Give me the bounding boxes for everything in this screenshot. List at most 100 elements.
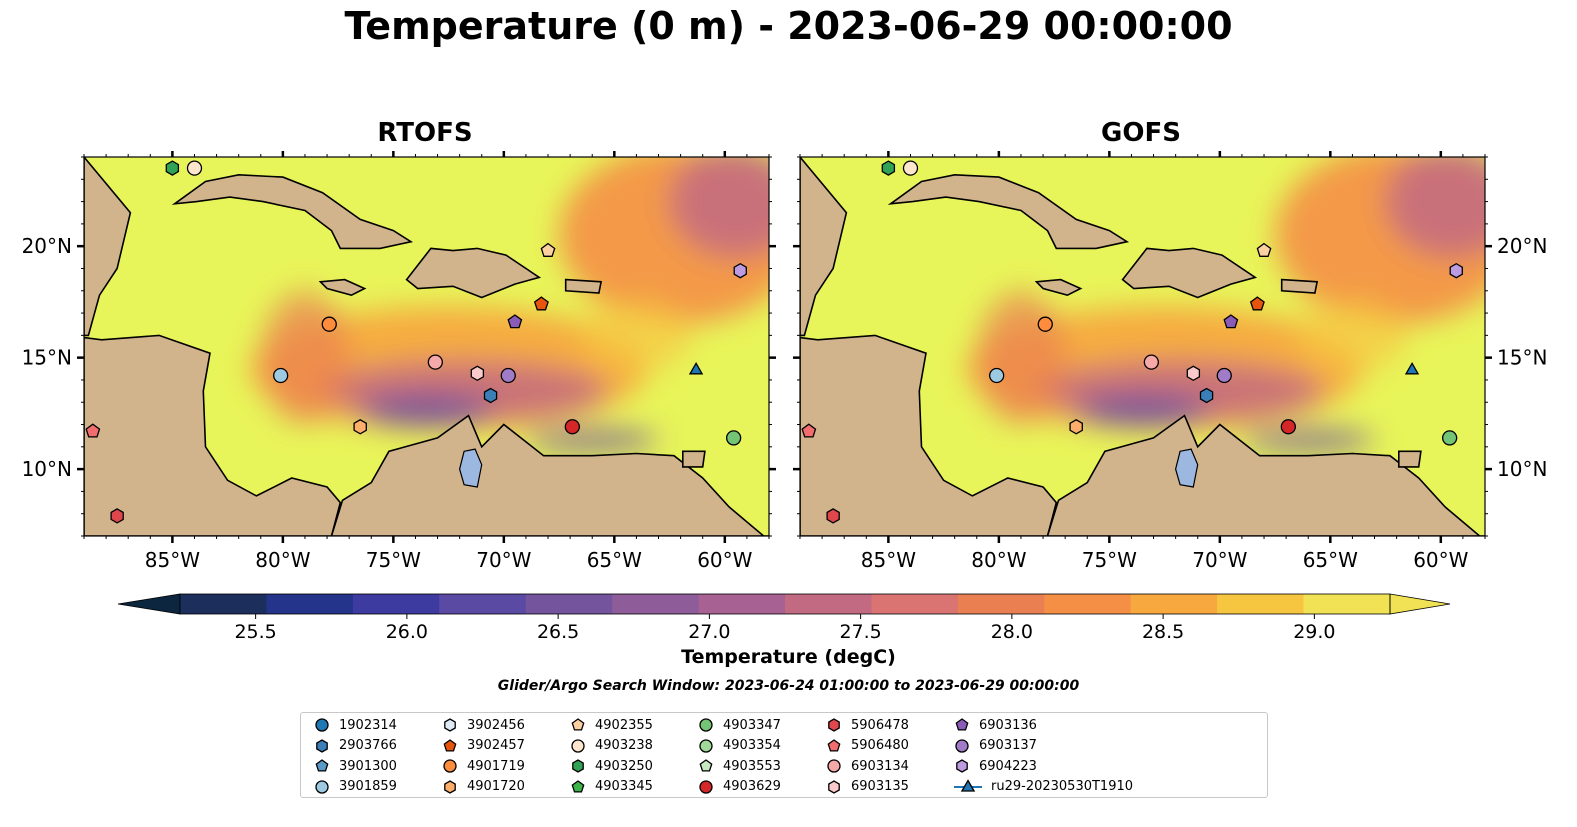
x-tick-label: 60°W [697, 548, 752, 572]
platform-6904223 [733, 262, 747, 279]
platform-ru29-20230530T1910 [688, 361, 704, 375]
platform-4903238 [902, 160, 919, 176]
panel-title-gofs: GOFS [1101, 118, 1181, 148]
platform-2903766 [1199, 387, 1214, 404]
legend-marker [956, 759, 968, 773]
colorbar: 25.5 26.0 26.5 27.0 27.5 28.0 28.5 29.0 [117, 593, 1451, 643]
legend-label: 4903345 [595, 779, 653, 794]
legend-item: 6903137 [953, 736, 1037, 756]
legend-pentagon-icon [443, 738, 457, 752]
platform-6904223 [1449, 262, 1463, 279]
legend-label: 4903238 [595, 738, 653, 753]
land-cuba [887, 173, 1130, 250]
legend-circle-icon [699, 779, 713, 794]
platform-5906480 [801, 423, 817, 438]
legend-marker [827, 759, 841, 773]
temperature-patch [1385, 157, 1485, 258]
panel-frame [83, 156, 770, 537]
colorbar-segment [1303, 594, 1391, 614]
platform-4901719 [1037, 316, 1053, 332]
legend-hexagon-icon [444, 718, 456, 732]
legend-marker [443, 759, 457, 773]
legend-label: 4903347 [723, 717, 781, 733]
land-yucatan [84, 157, 132, 337]
platform-4903250 [881, 160, 896, 176]
colorbar-segment [1217, 594, 1305, 614]
legend-item: 6904223 [953, 756, 1037, 776]
legend-hexagon-icon [316, 738, 328, 753]
legend-hexagon-icon [956, 759, 968, 773]
platform-3901859 [989, 367, 1005, 384]
legend-item: 1902314 [313, 715, 397, 735]
land-trinidad [681, 450, 706, 468]
temperature-patch [581, 299, 692, 372]
legend-circle-icon [571, 738, 585, 753]
platform-2903766 [483, 387, 498, 404]
legend-item: 3902456 [441, 715, 525, 735]
legend-label: 4902355 [595, 717, 653, 733]
x-tick-label: 85°W [145, 548, 200, 572]
colorbar-tick-label: 28.5 [1142, 621, 1184, 643]
land-southam [330, 414, 769, 536]
legend-circle-icon [315, 779, 329, 794]
legend-item: 4903345 [569, 777, 653, 797]
land-puertorico [1280, 278, 1319, 294]
legend-label: 4903354 [723, 738, 781, 753]
colorbar-tick-label: 25.5 [234, 621, 276, 643]
legend-item: 3902457 [441, 736, 525, 756]
legend-label: 6903134 [851, 758, 909, 774]
legend-label: 4903553 [723, 758, 781, 774]
platform-4903238 [186, 160, 203, 176]
temperature-patch [525, 428, 659, 452]
platform-6903135 [470, 365, 485, 382]
legend-label: 1902314 [339, 717, 397, 733]
y-tick-label: 10°N [1497, 457, 1547, 481]
legend-marker [571, 718, 585, 731]
legend-item: 4903354 [697, 736, 781, 756]
lake-maracaibo [1174, 448, 1199, 488]
legend-circle-icon [443, 759, 457, 773]
legend-label: 4903250 [595, 758, 653, 774]
legend-marker [315, 759, 329, 772]
platform-6903136 [507, 314, 523, 329]
colorbar-segment [871, 594, 959, 614]
x-tick-label: 75°W [1082, 548, 1137, 572]
y-tick-label: 20°N [22, 234, 72, 258]
platform-legend: 1902314 2903766 3901300 3901859 3902456 39024… [300, 712, 1268, 798]
legend-circle-icon [699, 738, 713, 753]
legend-marker [571, 779, 585, 793]
legend-label: 4901720 [467, 779, 525, 794]
platform-6903135 [1186, 365, 1201, 382]
legend-hexagon-icon [828, 779, 840, 794]
legend-circle-icon [827, 759, 841, 773]
legend-label: 3901300 [339, 758, 397, 774]
legend-marker [571, 738, 585, 753]
land-hispaniola [405, 247, 542, 299]
map-panel-rtofs [84, 157, 769, 536]
legend-marker [443, 738, 457, 752]
colorbar-tick-label: 26.5 [537, 621, 579, 643]
legend-label: 2903766 [339, 738, 397, 753]
x-tick-label: 60°W [1413, 548, 1468, 572]
legend-label: ru29-20230530T1910 [991, 779, 1134, 794]
platform-3901859 [273, 367, 289, 384]
colorbar-tick-label: 26.0 [386, 621, 428, 643]
platform-6903137 [500, 367, 516, 384]
colorbar-frame [179, 593, 1391, 615]
platform-3902457 [533, 296, 549, 311]
platform-4903347 [725, 430, 742, 446]
legend-marker [699, 738, 713, 753]
colorbar-segment [612, 594, 700, 614]
legend-item: 4903629 [697, 777, 781, 797]
legend-label: 4901719 [467, 758, 525, 774]
legend-triangle-icon [960, 778, 976, 792]
colorbar-segment [698, 594, 786, 614]
platform-5906480 [85, 423, 101, 438]
legend-item: 6903134 [825, 756, 909, 776]
y-tick-label: 15°N [22, 346, 72, 370]
land-yucatan [800, 157, 848, 337]
legend-label: 6903137 [979, 738, 1037, 753]
legend-pentagon-icon [571, 779, 585, 793]
y-tick-label: 10°N [22, 457, 72, 481]
